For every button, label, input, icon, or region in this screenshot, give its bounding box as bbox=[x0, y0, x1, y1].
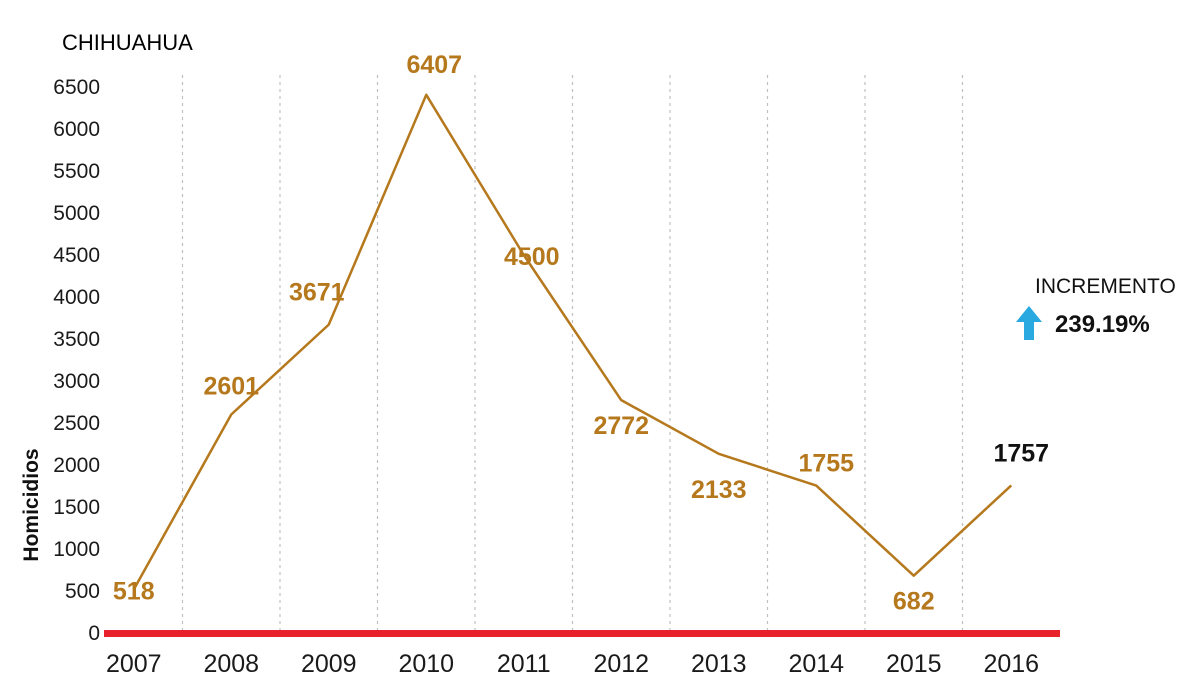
increment-annotation: INCREMENTO 239.19% bbox=[1016, 275, 1176, 340]
y-tick-label: 2500 bbox=[53, 412, 100, 435]
x-tick-label: 2010 bbox=[398, 650, 454, 678]
y-tick-label: 0 bbox=[88, 622, 100, 645]
x-tick-label: 2008 bbox=[203, 650, 259, 678]
data-label: 4500 bbox=[504, 243, 560, 271]
up-arrow-icon bbox=[1016, 306, 1042, 340]
x-tick-label: 2007 bbox=[106, 650, 162, 678]
data-label: 6407 bbox=[406, 51, 462, 79]
increment-value: 239.19% bbox=[1055, 311, 1150, 338]
data-label: 1757 bbox=[993, 439, 1049, 467]
increment-label: INCREMENTO bbox=[1035, 275, 1176, 298]
data-label: 682 bbox=[893, 588, 935, 616]
y-tick-label: 4000 bbox=[53, 286, 100, 309]
y-tick-label: 5500 bbox=[53, 160, 100, 183]
y-tick-label: 2000 bbox=[53, 454, 100, 477]
y-tick-label: 1500 bbox=[53, 496, 100, 519]
x-tick-label: 2015 bbox=[886, 650, 942, 678]
y-tick-label: 6500 bbox=[53, 76, 100, 99]
x-tick-label: 2012 bbox=[593, 650, 649, 678]
data-labels: 518 2601 3671 6407 4500 2772 2133 1755 682 1757 bbox=[113, 51, 1049, 616]
chart-title: CHIHUAHUA bbox=[62, 30, 193, 55]
grid-lines bbox=[181, 75, 964, 633]
y-axis-label: Homicidios bbox=[20, 448, 43, 561]
data-label: 518 bbox=[113, 577, 155, 605]
x-axis-baseline bbox=[104, 630, 1060, 637]
y-tick-label: 4500 bbox=[53, 244, 100, 267]
data-label: 2772 bbox=[593, 412, 649, 440]
data-label: 3671 bbox=[289, 279, 345, 307]
data-label: 1755 bbox=[798, 450, 854, 478]
y-tick-label: 6000 bbox=[53, 118, 100, 141]
series-line bbox=[132, 93, 1013, 591]
y-tick-label: 1000 bbox=[53, 538, 100, 561]
y-tick-label: 500 bbox=[65, 580, 100, 603]
data-label: 2133 bbox=[691, 476, 747, 504]
x-tick-label: 2009 bbox=[301, 650, 357, 678]
y-tick-label: 5000 bbox=[53, 202, 100, 225]
x-tick-label: 2013 bbox=[691, 650, 747, 678]
y-tick-label: 3000 bbox=[53, 370, 100, 393]
x-tick-label: 2014 bbox=[788, 650, 844, 678]
x-tick-label: 2016 bbox=[983, 650, 1039, 678]
y-axis: 0 500 1000 1500 2000 2500 3000 3500 4000 4500 5000… bbox=[53, 76, 100, 645]
y-tick-label: 3500 bbox=[53, 328, 100, 351]
x-tick-label: 2011 bbox=[497, 650, 551, 678]
x-axis: 2007 2008 2009 2010 2011 2012 2013 2014 2015 2016 bbox=[106, 650, 1039, 678]
data-label: 2601 bbox=[203, 373, 259, 401]
